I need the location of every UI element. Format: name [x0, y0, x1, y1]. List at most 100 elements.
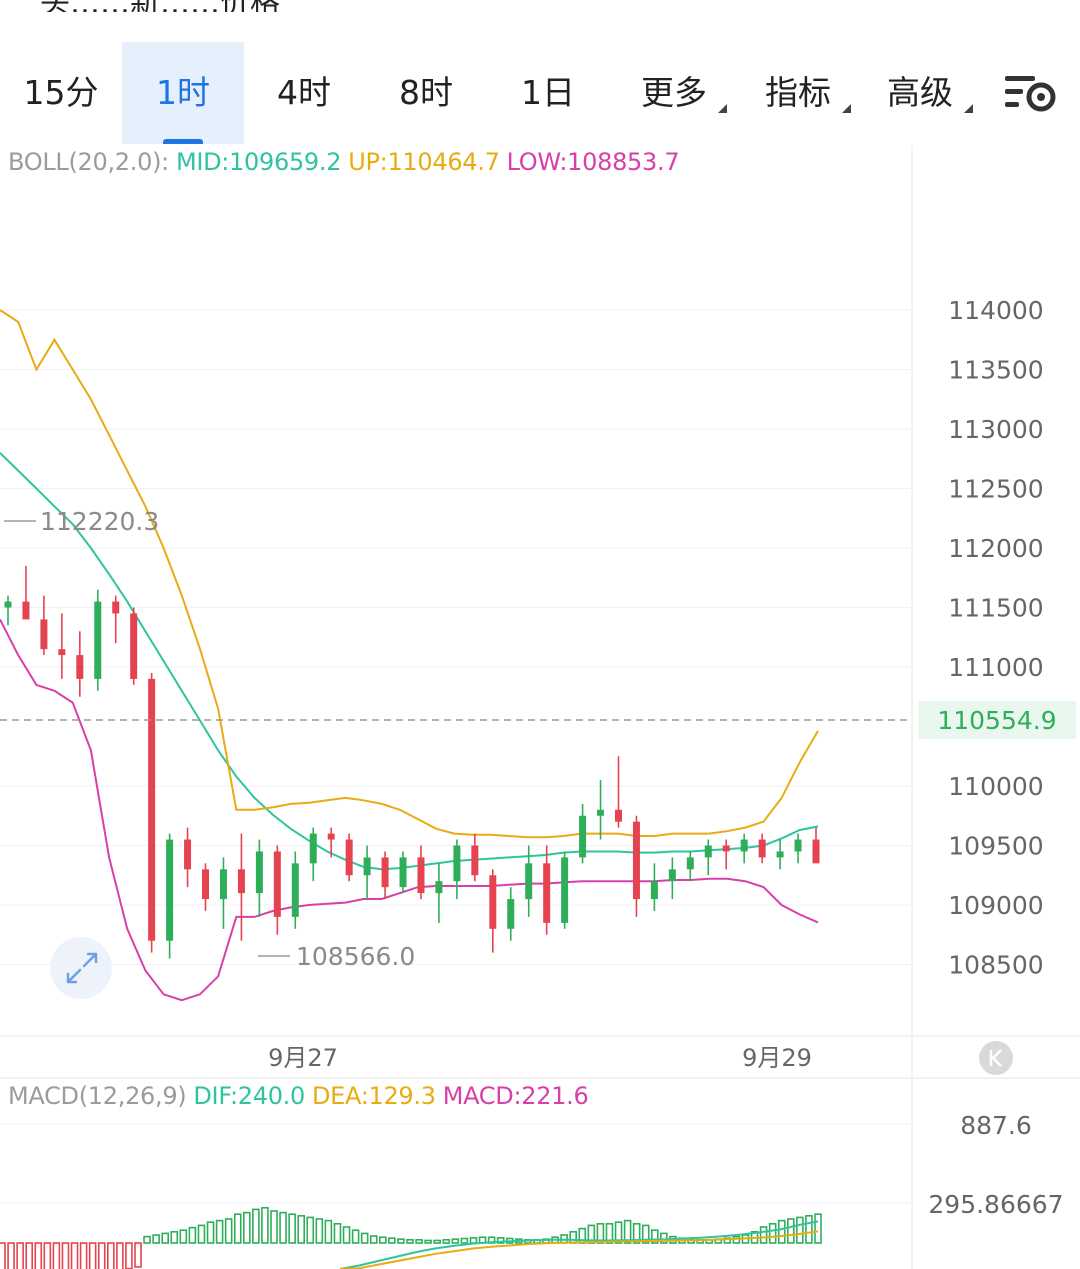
candle-body [184, 839, 192, 870]
y-tick-label: 114000 [948, 296, 1043, 325]
macd-bar [415, 1239, 423, 1244]
macd-bar [605, 1223, 614, 1244]
candle-body [273, 851, 281, 917]
macd-bar [25, 1242, 34, 1269]
candle-body [722, 845, 730, 852]
macd-value: MACD:221.6 [442, 1082, 589, 1110]
candle-body [758, 839, 766, 858]
candle-body [148, 678, 156, 941]
macd-bar [70, 1242, 79, 1269]
candle-body [543, 863, 551, 923]
macd-bar [243, 1211, 251, 1244]
boll-low-line [0, 618, 819, 1002]
macd-bar [143, 1235, 151, 1244]
tab-1d[interactable]: 1日 [521, 73, 575, 112]
macd-bar [351, 1229, 360, 1244]
macd-bar [306, 1216, 315, 1244]
macd-bar [161, 1232, 169, 1244]
boll-up-line [0, 309, 819, 839]
tab-more[interactable]: 更多 [641, 73, 707, 112]
y-tick-label: 112000 [948, 534, 1043, 563]
macd-name: MACD(12,26,9) [8, 1082, 187, 1110]
tab-1h[interactable]: 1时 [122, 42, 244, 144]
macd-bar [632, 1223, 641, 1244]
x-tick-label: 9月29 [742, 1044, 812, 1072]
macd-bar [0, 1242, 6, 1269]
macd-bar [805, 1215, 813, 1244]
candle-body [202, 869, 210, 900]
expand-arrows-icon [66, 952, 98, 984]
macd-y-tick-label: 295.86667 [928, 1190, 1063, 1219]
y-tick-label: 111000 [948, 653, 1043, 682]
candle-body [686, 857, 694, 870]
high-marker-label: 112220.3 [40, 507, 159, 536]
macd-bar [406, 1239, 414, 1244]
tab-15m[interactable]: 15分 [23, 73, 99, 112]
candle-body [40, 619, 48, 650]
macd-bar [333, 1223, 342, 1244]
y-tick-label: 109500 [948, 832, 1043, 861]
candle-body [381, 857, 389, 888]
macd-dea-line [339, 1230, 819, 1269]
candle-body [812, 839, 820, 864]
macd-bar [496, 1237, 505, 1244]
boll-legend: BOLL(20,2.0): MID:109659.2 UP:110464.7 LOW:… [8, 148, 686, 176]
candle-body [453, 845, 461, 882]
candle-body [579, 815, 587, 858]
macd-bar [7, 1242, 15, 1269]
y-tick-label: 112500 [948, 475, 1043, 504]
macd-bar [179, 1229, 188, 1244]
macd-bar [460, 1237, 469, 1244]
macd-bar [796, 1216, 804, 1244]
candle-body [219, 869, 227, 900]
macd-bar [170, 1231, 179, 1244]
candle-body [166, 839, 174, 941]
advanced-dropdown-icon [964, 104, 973, 113]
candle-body [22, 601, 30, 620]
macd-bar [252, 1208, 260, 1244]
y-tick-label: 109000 [948, 891, 1043, 920]
candle-body [740, 839, 748, 852]
macd-bar [261, 1207, 269, 1244]
macd-bar [125, 1242, 133, 1269]
chart-settings-icon[interactable] [1003, 72, 1057, 116]
macd-bar [116, 1242, 124, 1269]
macd-bar [641, 1224, 650, 1244]
candle-body [794, 839, 802, 852]
candle-body [525, 863, 533, 900]
candle-body [471, 845, 479, 876]
candle-body [668, 869, 676, 882]
y-tick-label: 110000 [948, 772, 1043, 801]
y-tick-label: 113000 [948, 415, 1043, 444]
more-dropdown-icon [718, 104, 727, 113]
macd-bar [814, 1213, 822, 1244]
macd-bar [342, 1226, 351, 1244]
macd-bar [768, 1223, 777, 1244]
macd-bar [97, 1242, 106, 1269]
candle-body [4, 601, 12, 608]
macd-bar [134, 1242, 142, 1268]
tab-advanced[interactable]: 高级 [887, 73, 953, 112]
candle-body [309, 833, 317, 864]
skip-to-latest-icon [989, 1049, 1002, 1067]
candle-body [363, 857, 371, 876]
expand-arrows-icon [50, 937, 112, 999]
tab-indicators[interactable]: 指标 [765, 73, 831, 112]
tab-4h[interactable]: 4时 [277, 73, 331, 112]
candle-body [489, 875, 497, 929]
macd-bar [206, 1221, 215, 1244]
y-tick-label: 111500 [948, 594, 1043, 623]
candle-body [76, 655, 84, 679]
candle-body [507, 899, 515, 929]
candle-body [417, 857, 425, 894]
candle-body [130, 613, 138, 679]
macd-bar [397, 1238, 405, 1244]
macd-bar [378, 1236, 387, 1244]
tab-8h[interactable]: 8时 [399, 73, 453, 112]
candle-body [632, 821, 640, 900]
macd-bar [270, 1210, 278, 1244]
candle-body [650, 881, 658, 900]
page-title: 头……新……价格 [40, 0, 280, 12]
macd-bar [324, 1219, 333, 1244]
